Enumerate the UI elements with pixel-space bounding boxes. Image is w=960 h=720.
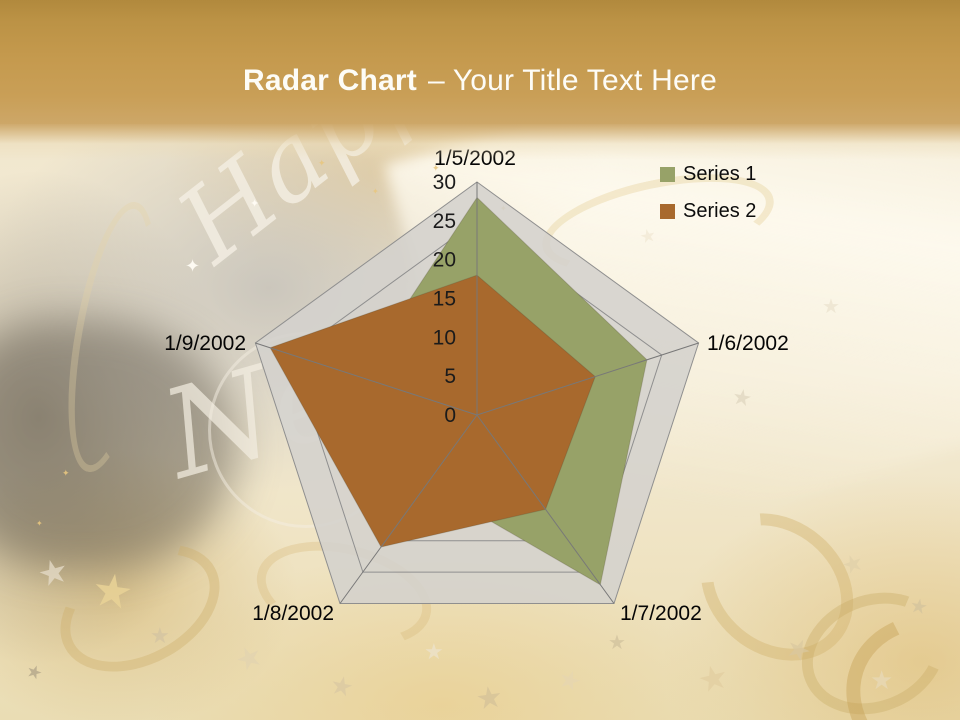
category-label: 1/7/2002 xyxy=(620,602,702,625)
category-label: 1/9/2002 xyxy=(164,332,246,355)
star-icon: ★ xyxy=(822,294,840,318)
sparkle-icon: ✦ xyxy=(318,159,326,169)
sparkle-icon: ✦ xyxy=(36,519,43,528)
legend-label: Series 1 xyxy=(683,162,757,185)
axis-spoke xyxy=(255,342,478,416)
axis-spoke xyxy=(476,342,699,416)
tick-label: 25 xyxy=(433,210,456,233)
category-label: 1/8/2002 xyxy=(252,602,334,625)
sparkle-icon: ✦ xyxy=(372,187,379,196)
chart-legend: Series 1 Series 2 xyxy=(660,162,756,236)
grid-ring xyxy=(254,181,700,604)
top-hat-shadow xyxy=(0,320,240,570)
series-2-swatch-icon xyxy=(660,203,675,219)
tick-label: 20 xyxy=(433,249,456,272)
slide-title: Radar Chart – Your Title Text Here xyxy=(0,64,960,98)
tick-label: 5 xyxy=(444,365,456,388)
tick-label: 0 xyxy=(444,404,456,427)
axis-spoke xyxy=(476,414,615,604)
tick-label: 30 xyxy=(433,171,456,194)
legend-item-series-1: Series 1 xyxy=(660,162,756,186)
axis-spoke xyxy=(339,414,478,604)
star-icon: ★ xyxy=(424,640,444,665)
star-icon: ★ xyxy=(870,666,894,696)
sparkle-icon: ✦ xyxy=(185,256,201,277)
tick-label: 15 xyxy=(433,288,456,311)
sparkle-icon: ✦ xyxy=(250,197,260,210)
title-band-fade xyxy=(0,124,960,160)
series-2-polygon xyxy=(269,274,596,548)
category-label: 1/6/2002 xyxy=(707,332,789,355)
tick-label: 10 xyxy=(433,326,456,349)
legend-item-series-2: Series 2 xyxy=(660,199,756,223)
title-band xyxy=(0,0,960,124)
sparkle-icon: ✦ xyxy=(432,164,440,174)
slide-title-bold: Radar Chart xyxy=(243,64,417,97)
star-icon: ★ xyxy=(150,624,170,649)
slide-title-rest: – Your Title Text Here xyxy=(427,64,717,97)
star-icon: ★ xyxy=(608,630,626,654)
legend-label: Series 2 xyxy=(683,199,757,222)
series-1-swatch-icon xyxy=(660,166,675,182)
sparkle-icon: ✦ xyxy=(62,469,70,479)
